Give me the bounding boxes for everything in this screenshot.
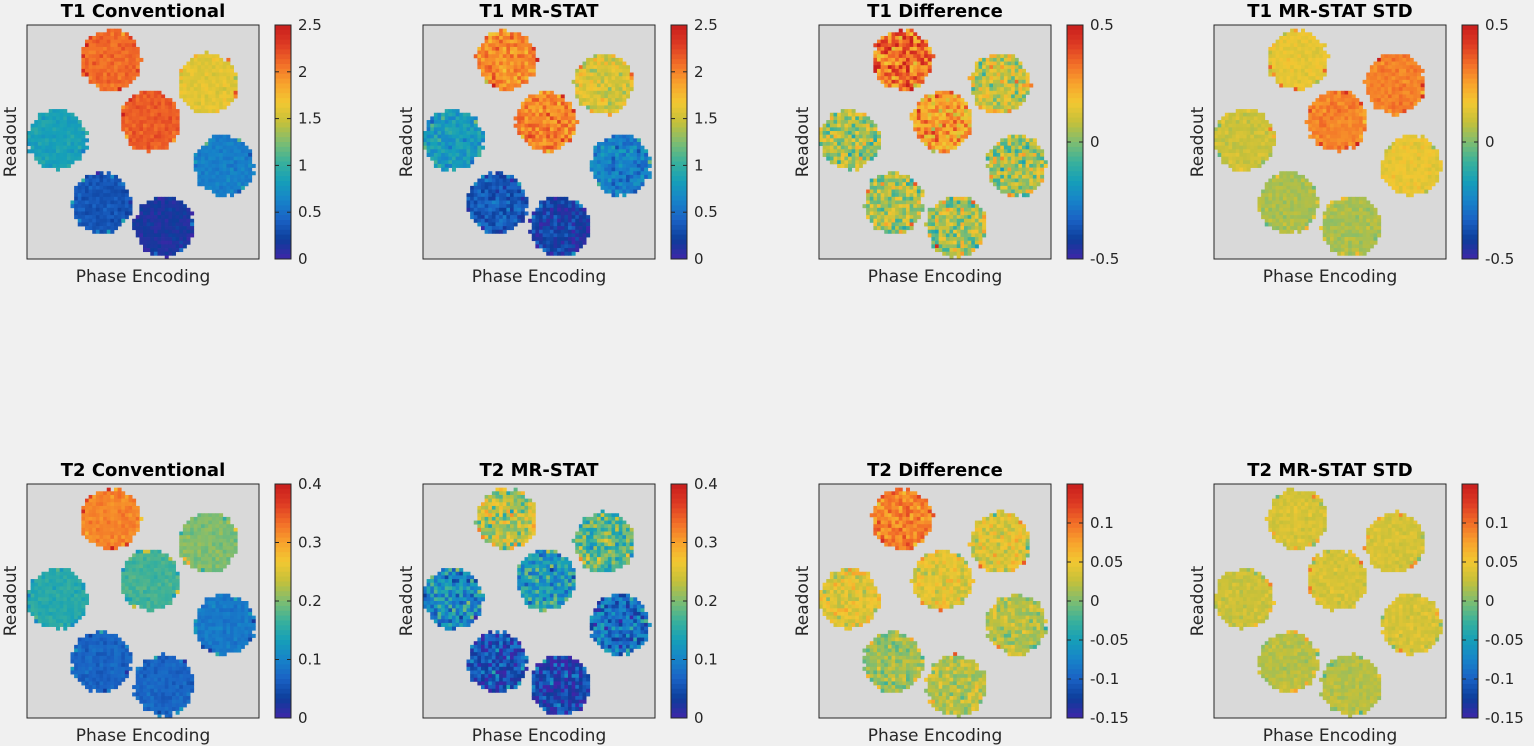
axes-box: [1213, 24, 1447, 260]
subplot-4: T1 MR-STAT STD Phase Encoding Readout -0.5 0…: [1188, 1, 1514, 287]
axes-box: [818, 483, 1052, 719]
subplot-6: T2 MR-STAT Phase Encoding Readout 0 0.1 0.2 0.…: [397, 460, 718, 746]
colorbar-tick-label: 1.5: [694, 110, 718, 128]
colorbar-tick-label: 0.3: [694, 534, 718, 552]
y-axis-label: Readout: [1, 565, 21, 636]
colorbar-tick-label: 0: [298, 709, 308, 727]
phantom-image: [423, 487, 652, 715]
colorbar-tick-label: 0.1: [1090, 514, 1114, 532]
axes-box: [26, 483, 260, 719]
colorbar-tick-label: 0: [1090, 592, 1100, 610]
x-axis-label: Phase Encoding: [1263, 726, 1398, 746]
colorbar-tick-label: 0.05: [1090, 553, 1123, 571]
y-axis-label: Readout: [1188, 565, 1208, 636]
colorbar-tick-label: 0.4: [694, 475, 718, 493]
subplot-title: T2 MR-STAT STD: [1247, 460, 1412, 481]
colorbar: 0 0.5 1 1.5 2 2.5: [274, 16, 322, 268]
subplot-3: T1 Difference Phase Encoding Readout -0.5 0 0…: [793, 1, 1119, 287]
colorbar-tick-label: -0.1: [1090, 670, 1119, 688]
colorbar-tick-label: -0.1: [1485, 670, 1514, 688]
colorbar: -0.15 -0.1 -0.05 0 0.05 0.1: [1066, 483, 1129, 727]
phantom-image: [1214, 487, 1443, 719]
colorbar-tick-label: -0.05: [1485, 631, 1524, 649]
colorbar-tick-label: 0.2: [298, 592, 322, 610]
colorbar-tick-label: 0.1: [298, 651, 322, 669]
colorbar-tick-label: 0: [694, 250, 704, 268]
y-axis-label: Readout: [1, 106, 21, 177]
axes-box: [422, 24, 656, 260]
subplot-title: T2 MR-STAT: [480, 460, 600, 481]
subplot-title: T2 Difference: [867, 460, 1003, 481]
phantom-image: [27, 28, 256, 260]
colorbar: 0 0.5 1 1.5 2 2.5: [670, 16, 718, 268]
colorbar: 0 0.1 0.2 0.3 0.4: [274, 475, 322, 727]
colorbar-tick-label: -0.5: [1090, 250, 1119, 268]
subplot-8: T2 MR-STAT STD Phase Encoding Readout -0.15…: [1188, 460, 1524, 746]
colorbar-tick-label: 0.5: [1485, 16, 1509, 34]
colorbar-tick-label: 0.05: [1485, 553, 1518, 571]
colorbar-tick-label: 0.4: [298, 475, 322, 493]
subplot-5: T2 Conventional Phase Encoding Readout 0 0.1…: [1, 460, 322, 746]
phantom-image: [423, 28, 652, 256]
x-axis-label: Phase Encoding: [472, 267, 607, 287]
axes-box: [422, 483, 656, 719]
colorbar-tick-label: 2.5: [694, 16, 718, 34]
colorbar-tick-label: 0.5: [298, 203, 322, 221]
subplot-title: T1 MR-STAT: [480, 1, 600, 22]
colorbar: 0 0.1 0.2 0.3 0.4: [670, 475, 718, 727]
x-axis-label: Phase Encoding: [76, 267, 211, 287]
colorbar-tick-label: -0.15: [1090, 709, 1129, 727]
colorbar-tick-label: 1.5: [298, 110, 322, 128]
x-axis-label: Phase Encoding: [868, 726, 1003, 746]
y-axis-label: Readout: [793, 106, 813, 177]
phantom-image: [1214, 28, 1443, 256]
phantom-image: [27, 487, 256, 719]
x-axis-label: Phase Encoding: [472, 726, 607, 746]
colorbar-tick-label: 2: [694, 63, 704, 81]
colorbar-tick-label: 2: [298, 63, 308, 81]
x-axis-label: Phase Encoding: [868, 267, 1003, 287]
y-axis-label: Readout: [397, 106, 417, 177]
y-axis-label: Readout: [1188, 106, 1208, 177]
colorbar-tick-label: -0.15: [1485, 709, 1524, 727]
colorbar-tick-label: 0: [1485, 133, 1495, 151]
colorbar: -0.5 0 0.5: [1461, 16, 1514, 268]
colorbar-tick-label: -0.5: [1485, 250, 1514, 268]
colorbar-tick-label: 0: [694, 709, 704, 727]
subplot-title: T2 Conventional: [61, 460, 226, 481]
y-axis-label: Readout: [793, 565, 813, 636]
axes-box: [26, 24, 260, 260]
subplot-2: T1 MR-STAT Phase Encoding Readout 0 0.5 1 1.5 2…: [397, 1, 718, 287]
colorbar-tick-label: 2.5: [298, 16, 322, 34]
colorbar-tick-label: -0.05: [1090, 631, 1129, 649]
colorbar-tick-label: 0.5: [694, 203, 718, 221]
colorbar-tick-label: 0.2: [694, 592, 718, 610]
axes-box: [1213, 483, 1447, 719]
y-axis-label: Readout: [397, 565, 417, 636]
subplot-title: T1 Conventional: [61, 1, 226, 22]
subplot-1: T1 Conventional Phase Encoding Readout 0 0.5…: [1, 1, 322, 287]
colorbar-tick-label: 0.3: [298, 534, 322, 552]
colorbar-tick-label: 1: [298, 156, 308, 174]
x-axis-label: Phase Encoding: [1263, 267, 1398, 287]
axes-box: [818, 24, 1052, 260]
colorbar-tick-label: 0: [298, 250, 308, 268]
colorbar-tick-label: 0.5: [1090, 16, 1114, 34]
phantom-image: [819, 487, 1048, 719]
colorbar-tick-label: 0.1: [694, 651, 718, 669]
colorbar: -0.15 -0.1 -0.05 0 0.05 0.1: [1461, 483, 1524, 727]
phantom-image: [819, 28, 1048, 260]
colorbar-tick-label: 0: [1090, 133, 1100, 151]
x-axis-label: Phase Encoding: [76, 726, 211, 746]
subplot-title: T1 MR-STAT STD: [1247, 1, 1412, 22]
colorbar-tick-label: 0.1: [1485, 514, 1509, 532]
subplot-title: T1 Difference: [867, 1, 1003, 22]
colorbar: -0.5 0 0.5: [1066, 16, 1119, 268]
colorbar-tick-label: 0: [1485, 592, 1495, 610]
colorbar-tick-label: 1: [694, 156, 704, 174]
